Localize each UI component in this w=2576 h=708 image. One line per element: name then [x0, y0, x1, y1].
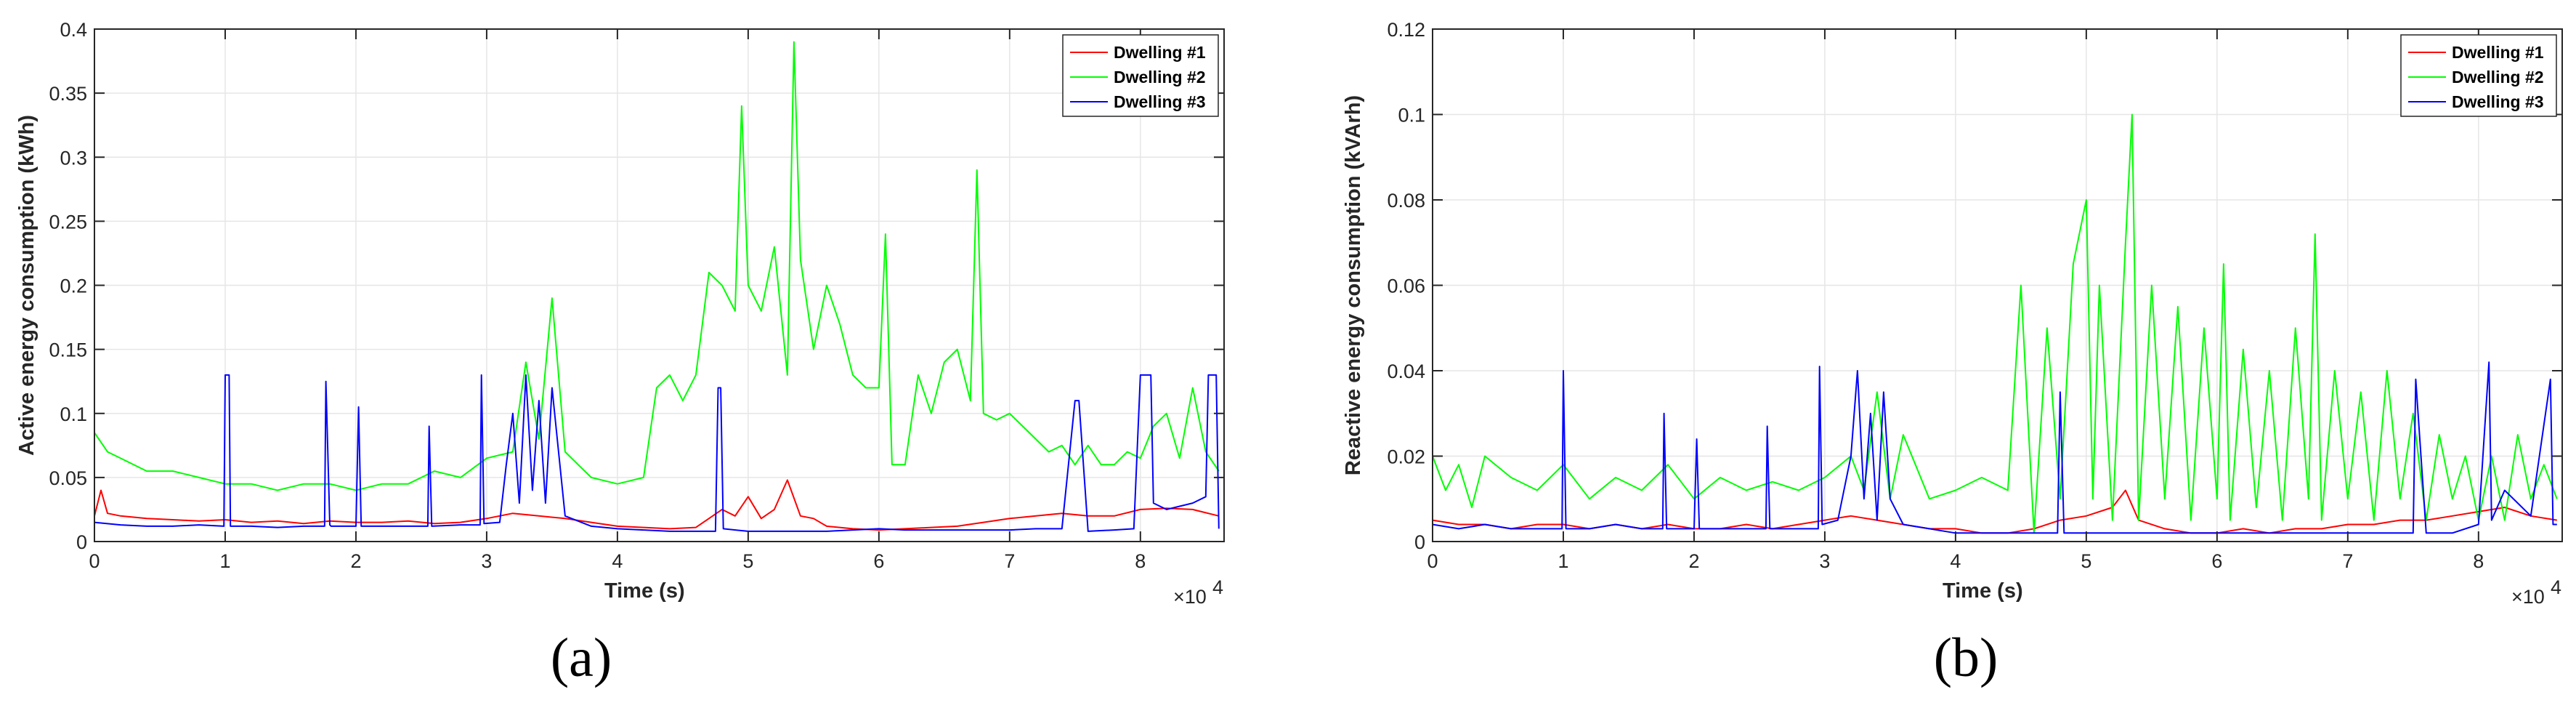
x-tick-label: 5: [742, 550, 753, 572]
y-tick-label: 0.4: [60, 19, 87, 41]
x-tick-label: 1: [219, 550, 230, 572]
y-tick-label: 0.1: [60, 403, 87, 425]
series-line-dwelling-3: [1432, 361, 2557, 534]
x-tick-label: 6: [873, 550, 884, 572]
legend-label-dwelling-3: Dwelling #3: [1114, 92, 1206, 111]
legend: Dwelling #1 Dwelling #2 Dwelling #3: [1062, 34, 1219, 117]
x-tick-label: 8: [2473, 550, 2484, 572]
x-tick-label: 3: [481, 550, 492, 572]
y-tick-label: 0.02: [1387, 446, 1425, 468]
chart-panel-a: 0 1 2 3 4 5 6 7 8 0 0.05 0.1 0.15 0.2 0.25 0.3 0.35 0.4 ×1…: [15, 19, 1225, 688]
y-tick-label: 0.06: [1387, 275, 1425, 297]
series-line-dwelling-2: [94, 41, 1220, 491]
y-axis-label: Active energy consumption (kWh): [15, 115, 39, 456]
x-axis-multiplier-exponent: 4: [1212, 576, 1223, 598]
x-axis-label: Time (s): [604, 579, 685, 603]
y-tick-label: 0: [76, 531, 87, 553]
legend-box: [2400, 34, 2557, 117]
x-tick-label: 4: [612, 550, 623, 572]
y-axis-label: Reactive energy consumption (kVArh): [1342, 95, 1365, 475]
series-line-dwelling-1: [94, 479, 1220, 531]
x-tick-label: 1: [1558, 550, 1568, 572]
legend-label-dwelling-2: Dwelling #2: [2452, 68, 2544, 87]
legend: Dwelling #1 Dwelling #2 Dwelling #3: [2400, 34, 2557, 117]
legend-label-dwelling-3: Dwelling #3: [2452, 92, 2544, 111]
x-tick-label: 4: [1950, 550, 1961, 572]
y-tick-label: 0.12: [1387, 19, 1425, 41]
x-axis-multiplier-exponent: 4: [2551, 576, 2561, 598]
x-axis-multiplier: ×10: [1173, 586, 1207, 608]
panel-caption: (b): [1934, 627, 1998, 688]
y-tick-label: 0.25: [49, 211, 87, 233]
x-tick-label: 0: [1427, 550, 1438, 572]
x-axis-label: Time (s): [1943, 579, 2023, 603]
chart-panel-b: 0 1 2 3 4 5 6 7 8 0 0.02 0.04 0.06 0.08 0.1 0.12 ×10 4 Tim…: [1342, 19, 2563, 688]
x-tick-label: 0: [89, 550, 100, 572]
y-tick-label: 0.1: [1398, 105, 1425, 126]
legend-box: [1062, 34, 1219, 117]
x-tick-label: 8: [1135, 550, 1146, 572]
x-tick-label: 6: [2211, 550, 2222, 572]
x-tick-label: 3: [1819, 550, 1830, 572]
x-axis-multiplier: ×10: [2511, 586, 2545, 608]
x-tick-label: 7: [2342, 550, 2353, 572]
series-line-dwelling-3: [94, 374, 1220, 532]
x-tick-label: 2: [1688, 550, 1699, 572]
y-tick-label: 0.3: [60, 147, 87, 169]
y-tick-label: 0.35: [49, 83, 87, 105]
legend-label-dwelling-2: Dwelling #2: [1114, 68, 1206, 87]
series-line-dwelling-2: [1432, 113, 2558, 534]
y-tick-label: 0.05: [49, 467, 87, 489]
y-tick-label: 0.08: [1387, 190, 1425, 212]
panel-caption: (a): [551, 627, 612, 688]
y-tick-label: 0.04: [1387, 361, 1425, 382]
y-tick-label: 0.2: [60, 275, 87, 297]
y-tick-label: 0: [1414, 531, 1425, 553]
x-tick-label: 5: [2081, 550, 2091, 572]
x-tick-label: 2: [350, 550, 361, 572]
x-tick-label: 7: [1004, 550, 1015, 572]
y-tick-label: 0.15: [49, 339, 87, 361]
legend-label-dwelling-1: Dwelling #1: [1114, 43, 1206, 62]
legend-label-dwelling-1: Dwelling #1: [2452, 43, 2544, 62]
